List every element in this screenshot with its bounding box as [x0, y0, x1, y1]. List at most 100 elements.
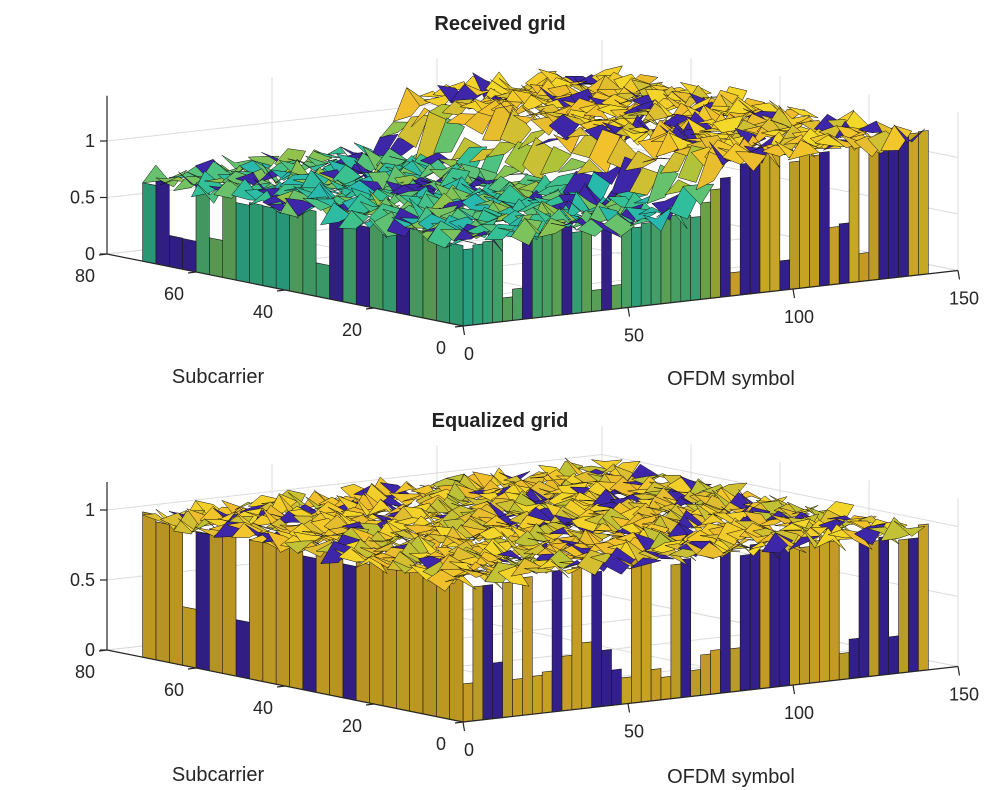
- surface-front-strip: [838, 222, 850, 285]
- surface-patch: [497, 565, 530, 587]
- surface-side-strip: [302, 208, 317, 297]
- surface-patch: [296, 159, 329, 172]
- surface-patch: [646, 164, 679, 205]
- x-tick: [957, 666, 961, 676]
- surface-patch: [351, 548, 383, 561]
- surface-patch: [513, 108, 545, 124]
- surface-front-strip: [621, 676, 632, 705]
- surface-patch: [537, 217, 570, 238]
- z-tick-label: 0.5: [70, 570, 95, 590]
- surface-patch: [814, 134, 847, 148]
- surface-front-strip: [868, 151, 880, 281]
- surface-front-strip: [729, 647, 741, 693]
- surface-patch: [664, 543, 697, 562]
- y-tick: [454, 721, 464, 724]
- y-tick-label: 20: [342, 320, 362, 340]
- surface-side-strip: [155, 177, 170, 267]
- surface-patch: [624, 150, 657, 171]
- surface-front-strip: [858, 252, 870, 282]
- surface-front-strip: [848, 637, 860, 680]
- surface-front-strip: [502, 581, 513, 718]
- surface-patch: [695, 151, 728, 191]
- surface-front-strip: [749, 543, 761, 691]
- surface-front-strip: [779, 259, 791, 291]
- surface-front-strip: [561, 654, 573, 712]
- surface-patch: [893, 124, 926, 144]
- surface-side-strip: [222, 185, 237, 281]
- surface-patch: [787, 137, 820, 161]
- surface-front-strip: [571, 231, 583, 315]
- surface-front-strip: [789, 537, 800, 686]
- surface-front-strip: [828, 226, 840, 286]
- surface-patch: [682, 183, 715, 206]
- y-tick: [187, 667, 197, 670]
- x-tick: [462, 325, 466, 336]
- x-axis-label: OFDM symbol: [667, 766, 795, 788]
- x-axis-line: [462, 269, 959, 327]
- x-tick: [627, 703, 631, 713]
- surface-front-strip: [878, 535, 890, 676]
- surface-side-strip: [422, 577, 437, 717]
- surface-front-strip: [729, 271, 741, 297]
- surface-side-strip: [409, 228, 424, 319]
- surface-front-strip: [670, 214, 682, 304]
- surface-front-strip: [541, 670, 553, 714]
- surface-patch: [642, 157, 674, 163]
- surface-patch: [656, 549, 688, 566]
- x-tick-label: 50: [624, 326, 644, 346]
- surface-front-strip: [690, 216, 701, 301]
- surface-patch: [603, 213, 636, 237]
- x-tick: [627, 307, 631, 317]
- x-tick: [462, 721, 466, 732]
- surface-patch: [402, 524, 436, 537]
- surface-side-strip: [275, 211, 290, 292]
- y-tick-label: 0: [436, 338, 446, 358]
- surface-front-strip: [611, 284, 622, 310]
- surface-front-strip: [700, 653, 711, 696]
- y-tick-label: 0: [436, 734, 446, 754]
- surface-patch: [486, 141, 519, 158]
- surface-patch: [840, 528, 873, 550]
- surface-patch: [433, 117, 465, 154]
- surface-patch: [735, 151, 768, 172]
- surface-patch: [695, 542, 728, 559]
- x-tick-label: 0: [464, 740, 474, 760]
- surface-front-strip: [898, 136, 909, 278]
- surface-side-strip: [209, 534, 223, 674]
- surface-front-strip: [551, 569, 563, 713]
- surface-front-strip: [522, 576, 533, 716]
- surface-patch: [204, 511, 236, 529]
- surface-front-strip: [591, 570, 602, 708]
- surface-side-strip: [169, 235, 183, 270]
- surface-patch: [535, 184, 569, 197]
- surface-front-strip: [739, 554, 751, 692]
- surface-front-strip: [809, 540, 820, 684]
- surface-side-strip: [449, 242, 464, 327]
- surface-side-strip: [342, 563, 357, 701]
- surface-front-strip: [512, 678, 523, 717]
- surface-front-strip: [759, 148, 771, 294]
- y-tick-label: 60: [164, 680, 184, 700]
- surface-patch: [591, 459, 624, 472]
- surface-patch: [471, 570, 503, 590]
- surface-patch: [893, 520, 926, 537]
- y-tick-label: 40: [253, 302, 273, 322]
- surface-side-strip: [262, 205, 277, 289]
- surface-side-strip: [222, 531, 237, 677]
- surface-side-strip: [195, 185, 210, 276]
- surface-front-strip: [690, 669, 701, 697]
- surface-patch: [712, 115, 745, 143]
- surface-side-strip: [342, 216, 357, 305]
- z-tick-label: 1: [85, 131, 95, 151]
- surface-patch: [620, 127, 652, 146]
- surface-front-strip: [492, 235, 503, 324]
- surface-front-strip: [908, 132, 919, 277]
- surface-patch: [556, 73, 588, 86]
- surface-side-strip: [395, 562, 410, 712]
- x-tick-label: 100: [784, 307, 814, 327]
- surface-front-strip: [551, 222, 563, 317]
- surface-front-strip: [819, 535, 830, 683]
- surface-front-strip: [739, 162, 751, 296]
- surface-patch: [748, 145, 781, 169]
- surface-side-strip: [355, 224, 370, 308]
